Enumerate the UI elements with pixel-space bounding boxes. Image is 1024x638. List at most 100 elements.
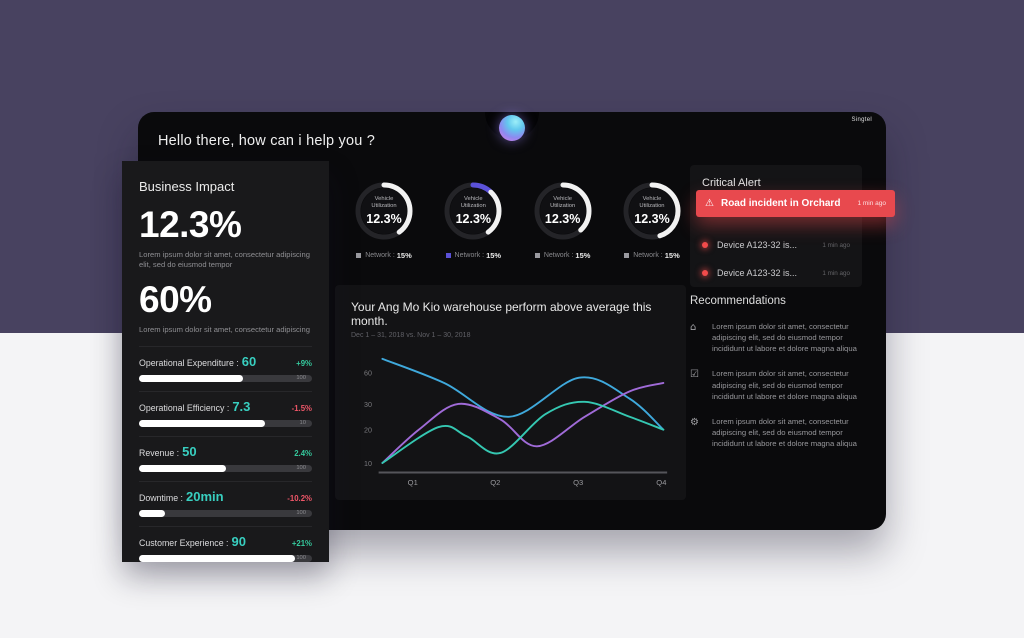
alert-items-list: Device A123-32 is... 1 min ago Device A123… — [702, 231, 850, 287]
metric-label: Customer Experience : — [139, 537, 229, 548]
gauge-ring-svg — [355, 182, 413, 240]
metric-progress-fill — [139, 419, 266, 427]
legend-value: 15% — [664, 251, 680, 260]
vehicle-utilization-gauge: Vehicle Utilization 12.3% Network : 15% — [432, 180, 514, 260]
vehicle-utilization-gauge: Vehicle Utilization 12.3% Network : 15% — [343, 180, 425, 260]
gauge-text: Vehicle Utilization 12.3% — [442, 180, 504, 242]
x-axis-tick: Q4 — [656, 478, 667, 487]
gauge-ring: Vehicle Utilization 12.3% — [353, 180, 415, 242]
gauge-ring: Vehicle Utilization 12.3% — [532, 180, 594, 242]
business-impact-title: Business Impact — [139, 179, 235, 194]
gauge-text: Vehicle Utilization 12.3% — [532, 180, 594, 242]
road-incident-banner[interactable]: ⚠ Road incident in Orchard 1 min ago — [696, 190, 895, 217]
legend-label: Network : — [543, 252, 574, 259]
metric-value: 60 — [241, 353, 257, 369]
gauge-label: Vehicle Utilization — [460, 195, 486, 209]
alert-item-text: Device A123-32 is... — [717, 268, 798, 278]
critical-alert-title: Critical Alert — [702, 177, 761, 189]
device-alert-row[interactable]: Device A123-32 is... 1 min ago — [702, 231, 850, 259]
device-alert-row[interactable]: Device A123-32 is... 1 min ago — [702, 259, 850, 287]
gauges-row: Vehicle Utilization 12.3% Network : 15% Vehi… — [343, 180, 693, 260]
assistant-greeting: Hello there, how can i help you ? — [158, 133, 375, 149]
gauge-value: 12.3% — [366, 212, 402, 227]
metric-scale-max: 10 — [299, 420, 306, 427]
metric-progress-bar: 100 — [139, 509, 312, 517]
gauge-value: 12.3% — [634, 212, 670, 227]
metric-value: 90 — [231, 533, 246, 549]
warehouse-chart-card: Your Ang Mo Kio warehouse perform above … — [335, 285, 686, 500]
metric-label: Revenue : — [139, 447, 180, 458]
metric-row: Operational Expenditure : 60 +9% 100 — [139, 345, 312, 391]
metric-delta: 2.4% — [294, 448, 312, 458]
metric-row: Downtime : 20min -10.2% 100 — [139, 480, 312, 526]
metric-value: 20min — [186, 488, 224, 504]
assistant-orb-icon[interactable] — [499, 115, 525, 141]
stat-caption: Lorem ipsum dolor sit amet, consectetur … — [139, 249, 310, 270]
y-axis-tick: 10 — [364, 460, 372, 468]
legend-chip — [356, 253, 362, 258]
metric-head: Revenue : 50 2.4% — [139, 444, 312, 459]
legend-chip — [534, 253, 540, 258]
metric-delta: +9% — [296, 358, 312, 368]
metric-progress-fill — [139, 464, 226, 472]
metric-value: 50 — [182, 443, 197, 459]
y-axis-tick: 60 — [364, 369, 372, 377]
stat-caption: Lorem ipsum dolor sit amet, consectetur … — [139, 324, 310, 334]
recommendation-item[interactable]: ⚙ Lorem ipsum dolor sit amet, consectetur… — [690, 416, 868, 449]
alert-status-dot-icon — [702, 242, 708, 248]
x-axis-tick: Q2 — [490, 478, 500, 487]
checkbox-icon: ☑ — [690, 369, 699, 381]
metric-head: Operational Efficiency : 7.3 -1.5% — [139, 399, 312, 414]
chart-title: Your Ang Mo Kio warehouse perform above … — [351, 300, 652, 328]
gauge-legend: Network : 15% — [356, 251, 412, 260]
metric-row: Customer Experience : 90 +21% 100 — [139, 525, 312, 571]
recommendations-section: Recommendations ⌂ Lorem ipsum dolor sit a… — [690, 295, 868, 449]
recommendation-text: Lorem ipsum dolor sit amet, consectetur … — [712, 369, 857, 401]
recommendation-text: Lorem ipsum dolor sit amet, consectetur … — [712, 322, 857, 354]
metric-delta: +21% — [291, 538, 312, 548]
warning-triangle-icon: ⚠ — [705, 198, 714, 209]
gauge-text: Vehicle Utilization 12.3% — [621, 180, 683, 242]
legend-value: 15% — [575, 251, 591, 260]
x-axis-tick: Q3 — [573, 478, 583, 487]
legend-chip — [624, 253, 630, 258]
x-axis-tick: Q1 — [408, 478, 418, 487]
metric-progress-bar: 100 — [139, 554, 312, 562]
y-axis-tick: 20 — [364, 426, 372, 434]
legend-label: Network : — [365, 252, 395, 259]
metric-head: Customer Experience : 90 +21% — [139, 534, 312, 549]
gauge-legend: Network : 15% — [534, 251, 591, 260]
metric-progress-bar: 100 — [139, 374, 312, 382]
metric-head: Operational Expenditure : 60 +9% — [139, 354, 312, 369]
alert-item-time: 1 min ago — [822, 241, 850, 249]
critical-alert-card: Critical Alert Device A123-32 is... 1 min… — [690, 165, 862, 287]
chart-series-december — [381, 357, 665, 431]
legend-value: 15% — [486, 251, 502, 260]
metric-progress-fill — [139, 509, 165, 517]
metric-label: Operational Expenditure : — [139, 357, 239, 368]
metric-scale-max: 100 — [296, 465, 306, 472]
metric-row: Revenue : 50 2.4% 100 — [139, 435, 312, 481]
stats-block: 12.3% Lorem ipsum dolor sit amet, consect… — [139, 205, 312, 336]
banner-text: Road incident in Orchard — [720, 198, 841, 209]
recommendation-item[interactable]: ☑ Lorem ipsum dolor sit amet, consectetur… — [690, 368, 868, 401]
recommendation-item[interactable]: ⌂ Lorem ipsum dolor sit amet, consectetur… — [690, 321, 868, 354]
recommendations-list: ⌂ Lorem ipsum dolor sit amet, consectetur… — [690, 321, 868, 449]
gauge-legend: Network : 15% — [624, 251, 680, 260]
impact-stat: 60% Lorem ipsum dolor sit amet, consectet… — [139, 279, 312, 335]
stat-value: 60% — [139, 279, 212, 321]
metric-scale-max: 100 — [296, 555, 306, 562]
metric-delta: -10.2% — [287, 493, 312, 503]
alert-item-text: Device A123-32 is... — [717, 240, 798, 250]
gauge-ring-svg — [444, 182, 502, 240]
gauge-label: Vehicle Utilization — [371, 195, 397, 209]
alert-item-time: 1 min ago — [822, 269, 850, 277]
brand-logo: Singtel — [851, 117, 872, 123]
vehicle-utilization-gauge: Vehicle Utilization 12.3% Network : 15% — [522, 180, 604, 260]
gauge-value: 12.3% — [455, 212, 492, 227]
metric-head: Downtime : 20min -10.2% — [139, 489, 312, 504]
metric-label: Operational Efficiency : — [139, 402, 230, 413]
gauge-value: 12.3% — [544, 212, 581, 227]
metric-delta: -1.5% — [291, 403, 312, 413]
impact-stat: 12.3% Lorem ipsum dolor sit amet, consect… — [139, 205, 312, 271]
